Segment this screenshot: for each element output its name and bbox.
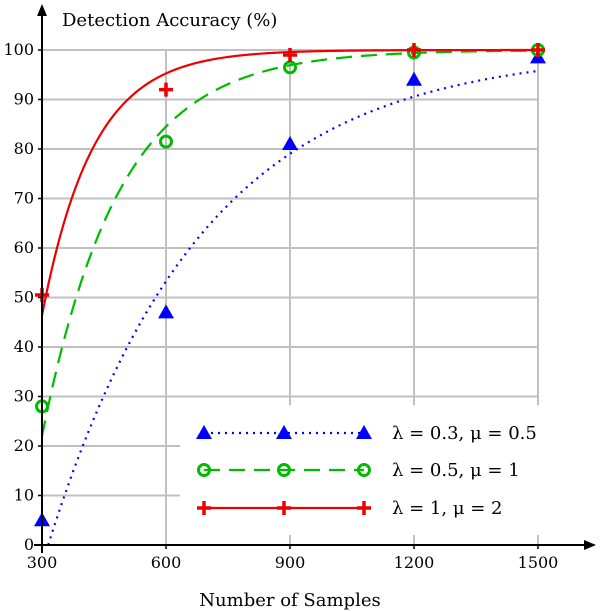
y-tick-label: 10 [14,486,34,505]
y-tick-label: 80 [14,139,34,158]
series-curve-1 [47,69,538,546]
legend-marker-2-2 [277,463,291,477]
legend-marker-2-1 [197,463,211,477]
y-tick-label: 50 [14,288,34,307]
tick-labels: 0 10 20 30 40 50 60 70 80 90 100 300 600 900 1200 1500 [3,40,558,572]
data-point-s2-2 [159,134,173,149]
y-tick-label: 20 [14,436,34,455]
legend-label-3: λ = 1, μ = 2 [392,498,503,519]
data-point-s3-5 [531,43,545,57]
y-tick-label: 100 [3,40,34,59]
x-axis-label: Number of Samples [199,590,380,611]
y-tick-label: 30 [14,387,34,406]
legend-marker-1-1 [196,425,212,439]
y-axis-label: Detection Accuracy (%) [62,10,277,31]
legend-label-1: λ = 0.3, μ = 0.5 [392,423,537,444]
x-tick-label: 900 [275,553,306,572]
axes [34,4,596,553]
y-tick-label: 0 [24,535,34,554]
legend-marker-3-3 [357,501,371,515]
y-tick-label: 40 [14,337,34,356]
data-point-s3-4 [407,43,421,57]
data-point-s1-3 [282,136,298,151]
legend-marker-3-2 [277,501,291,515]
y-tick-label: 90 [14,90,34,109]
legend: λ = 0.3, μ = 0.5 λ = 0.5, μ = 1 λ = 1, μ =… [180,405,552,535]
x-tick-label: 300 [27,553,58,572]
legend-marker-1-3 [356,425,372,439]
legend-label-2: λ = 0.5, μ = 1 [392,460,520,481]
series-curve-2 [40,49,539,437]
y-axis-arrow [37,4,47,16]
y-tick-label: 60 [14,238,34,257]
x-tick-label: 600 [151,553,182,572]
data-point-s3-2 [159,82,173,97]
data-point-s3-3 [283,47,297,62]
x-tick-label: 1200 [394,553,435,572]
x-tick-label: 1500 [518,553,559,572]
legend-marker-1-2 [276,425,292,439]
legend-marker-3-1 [197,501,211,515]
y-tick-label: 70 [14,189,34,208]
legend-marker-2-3 [357,463,371,477]
data-point-s1-4 [406,71,422,86]
x-axis-arrow [584,540,596,550]
data-point-s1-2 [158,304,174,319]
